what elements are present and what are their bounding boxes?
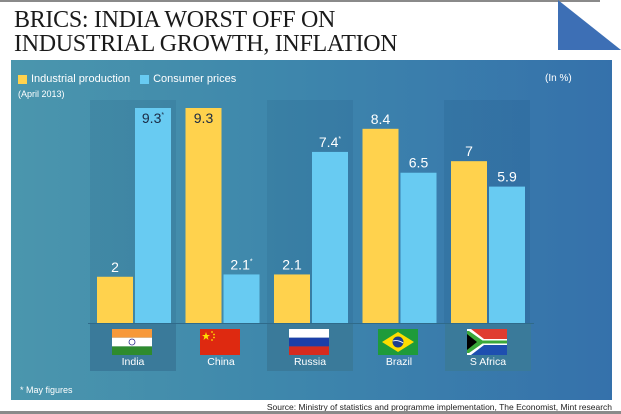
period-note: (April 2013) <box>18 89 65 99</box>
page-corner-fold-icon <box>558 0 621 50</box>
data-label: 7 <box>465 143 473 159</box>
title-line-2: INDUSTRIAL GROWTH, INFLATION <box>14 31 398 57</box>
bar-industrial-production-india <box>97 276 133 323</box>
category-label: Brazil <box>385 356 413 368</box>
country-panel-brazil: Brazil <box>356 324 442 371</box>
category-label: India <box>121 356 145 368</box>
south-africa-flag-icon <box>467 329 507 355</box>
bar-industrial-production-s-africa <box>451 161 487 323</box>
frame-top-border <box>0 0 600 2</box>
brazil-flag-icon <box>378 329 418 355</box>
bar-industrial-production-china <box>185 108 222 323</box>
country-panel-russia: Russia <box>267 324 353 371</box>
bar-consumer-prices-russia <box>312 151 348 323</box>
country-panel-china: China <box>178 324 264 371</box>
data-label: 5.9 <box>497 169 517 185</box>
frame-bottom-border <box>0 411 621 414</box>
country-panel-india: India <box>90 324 176 371</box>
title-line-1: BRICS: INDIA WORST OFF ON <box>14 7 336 33</box>
legend-label-industrial: Industrial production <box>31 73 131 85</box>
russia-flag-icon <box>289 329 329 355</box>
china-flag-icon <box>200 329 240 355</box>
legend-label-consumer: Consumer prices <box>153 73 237 85</box>
data-label: 9.3* <box>142 110 164 126</box>
bar-industrial-production-brazil <box>362 128 399 323</box>
data-label: 2.1 <box>282 256 302 272</box>
data-label: 2.1* <box>230 256 252 272</box>
data-label: 6.5 <box>409 155 429 171</box>
bar-consumer-prices-brazil <box>400 172 437 323</box>
category-label: China <box>207 356 235 368</box>
category-label: S Africa <box>469 356 507 368</box>
category-label: Russia <box>293 356 327 368</box>
data-label: 9.3 <box>194 110 214 126</box>
bar-consumer-prices-s-africa <box>489 186 525 323</box>
bar-consumer-prices-china <box>223 274 260 323</box>
data-label: 8.4 <box>371 111 391 127</box>
unit-note: (In %) <box>545 73 572 84</box>
legend-swatch-industrial <box>18 74 27 84</box>
country-panel-s-africa: S Africa <box>445 324 531 371</box>
legend-item-industrial-production: Industrial production <box>18 73 130 85</box>
data-label: 2 <box>111 259 119 275</box>
legend: Industrial production Consumer prices <box>18 73 246 85</box>
bar-industrial-production-russia <box>274 274 310 323</box>
chart-title: BRICS: INDIA WORST OFF ON INDUSTRIAL GRO… <box>14 7 398 57</box>
data-label: 7.4* <box>319 134 341 150</box>
source-note: Source: Ministry of statistics and progr… <box>266 402 612 412</box>
bar-consumer-prices-india <box>135 108 171 323</box>
legend-item-consumer-prices: Consumer prices <box>140 73 236 85</box>
legend-swatch-consumer <box>140 74 150 84</box>
india-flag-icon <box>112 329 152 355</box>
footnote: * May figures <box>20 385 73 395</box>
